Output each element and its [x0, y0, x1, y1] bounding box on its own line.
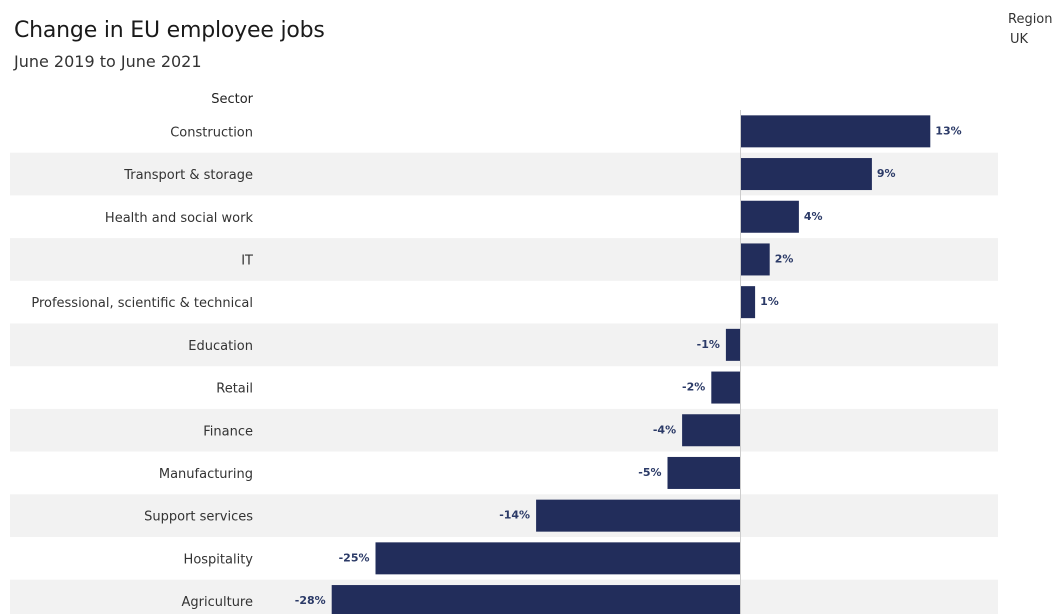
value-label: -25% [339, 551, 370, 564]
category-label: Health and social work [105, 211, 254, 226]
bar-support-services[interactable] [536, 499, 741, 532]
value-label: -4% [653, 423, 676, 436]
value-label: 4% [804, 210, 823, 223]
bar-health-and-social-work[interactable] [740, 200, 799, 233]
value-label: 1% [760, 295, 779, 308]
value-label: -1% [697, 338, 720, 351]
category-label: Hospitality [184, 552, 254, 567]
bar-transport-storage[interactable] [740, 158, 872, 191]
value-label: -2% [682, 381, 705, 394]
category-label: Construction [170, 125, 253, 140]
bar-agriculture[interactable] [331, 585, 741, 614]
category-labels: Construction Transport & storage Health an… [31, 125, 253, 610]
region-filter-value[interactable]: UK [1010, 32, 1029, 47]
value-label: 2% [775, 252, 794, 265]
category-label: Agriculture [182, 595, 254, 610]
chart-title: Change in EU employee jobs [14, 18, 325, 43]
category-label: Professional, scientific & technical [31, 296, 253, 311]
row-band [10, 408, 998, 452]
bar-retail[interactable] [711, 371, 741, 404]
row-band [10, 238, 998, 281]
value-label: 9% [877, 167, 896, 180]
category-label: Transport & storage [123, 168, 253, 183]
bar-finance[interactable] [682, 414, 741, 447]
category-label: Finance [203, 424, 253, 439]
category-label: Support services [144, 510, 253, 525]
bar-professional-scientific-technical[interactable] [740, 286, 756, 319]
value-label: -14% [499, 509, 530, 522]
bar-hospitality[interactable] [375, 542, 741, 575]
chart-subtitle: June 2019 to June 2021 [14, 52, 202, 71]
category-label: IT [241, 253, 253, 268]
value-labels: 13% 9% 4% 2% 1% -1% -2% -4% -5% -14% -25% -28% [295, 124, 962, 607]
bar-it[interactable] [740, 243, 770, 276]
row-band [10, 323, 998, 367]
bar-education[interactable] [725, 328, 741, 361]
row-band [10, 494, 998, 537]
category-label: Retail [216, 382, 253, 397]
category-label: Education [188, 339, 253, 354]
category-label: Manufacturing [159, 467, 253, 482]
region-filter-label: Region [1008, 12, 1053, 27]
bar-construction[interactable] [740, 115, 931, 148]
sector-axis-header: Sector [211, 92, 253, 107]
value-label: -28% [295, 594, 326, 607]
value-label: -5% [638, 466, 661, 479]
bars [331, 115, 931, 614]
bar-manufacturing[interactable] [667, 456, 741, 489]
value-label: 13% [935, 124, 961, 137]
